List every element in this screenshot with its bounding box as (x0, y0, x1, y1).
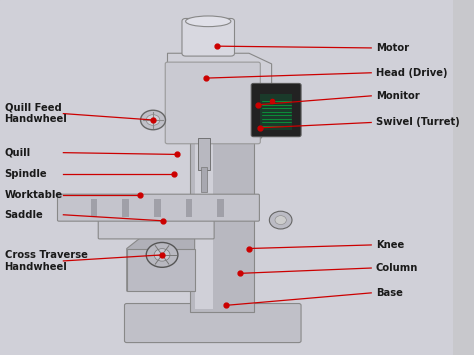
Text: Column: Column (376, 263, 418, 273)
FancyBboxPatch shape (125, 304, 301, 343)
Polygon shape (127, 234, 195, 291)
Text: Swivel (Turret): Swivel (Turret) (376, 118, 459, 127)
FancyBboxPatch shape (98, 212, 214, 239)
Ellipse shape (146, 115, 160, 125)
Text: Quill Feed
Handwheel: Quill Feed Handwheel (5, 103, 67, 124)
Text: Base: Base (376, 288, 402, 298)
Ellipse shape (154, 248, 170, 261)
Bar (91, 199, 97, 217)
FancyBboxPatch shape (182, 18, 235, 56)
Ellipse shape (186, 16, 231, 27)
FancyBboxPatch shape (251, 83, 301, 137)
Bar (190, 57, 254, 312)
Text: Spindle: Spindle (5, 169, 47, 179)
Bar (201, 167, 207, 192)
Ellipse shape (146, 242, 178, 267)
Ellipse shape (141, 110, 165, 130)
Text: Quill: Quill (5, 148, 31, 158)
Text: Head (Drive): Head (Drive) (376, 68, 447, 78)
Bar (217, 199, 224, 217)
Bar (186, 199, 192, 217)
Text: Cross Traverse
Handwheel: Cross Traverse Handwheel (5, 250, 87, 272)
Bar (127, 248, 195, 291)
Text: Monitor: Monitor (376, 91, 419, 101)
Text: Motor: Motor (376, 43, 409, 53)
Bar (195, 60, 213, 309)
Bar (260, 94, 292, 130)
Ellipse shape (269, 211, 292, 229)
Bar (154, 199, 161, 217)
Ellipse shape (275, 215, 286, 224)
FancyBboxPatch shape (57, 194, 259, 221)
Bar (198, 138, 210, 170)
Text: Knee: Knee (376, 240, 404, 250)
Bar (122, 199, 129, 217)
Polygon shape (167, 53, 272, 142)
Text: Saddle: Saddle (5, 210, 43, 220)
Text: Worktable: Worktable (5, 190, 63, 200)
FancyBboxPatch shape (165, 62, 260, 144)
